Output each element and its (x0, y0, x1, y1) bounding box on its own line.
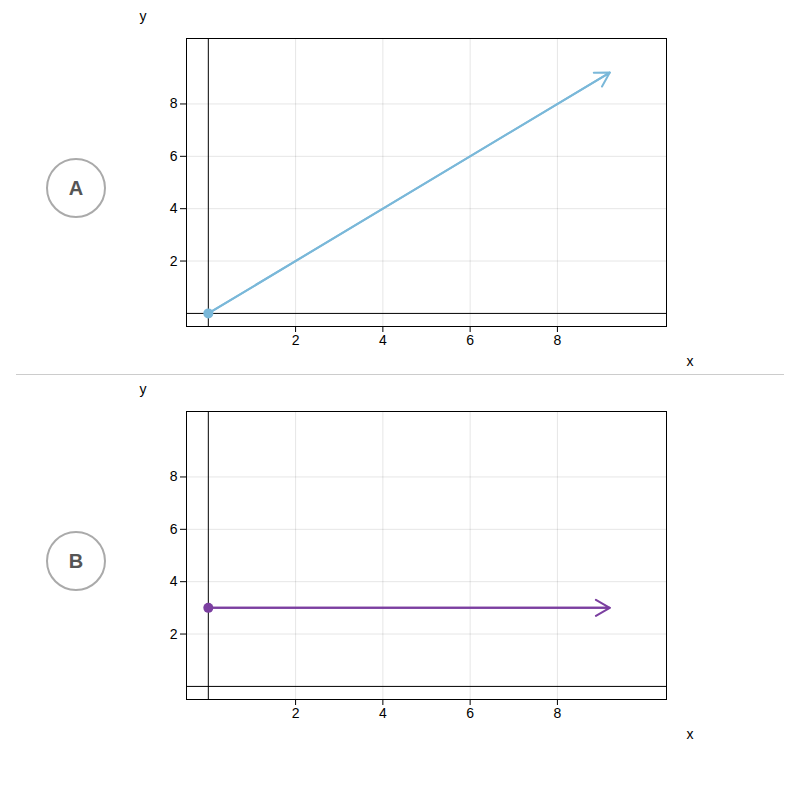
svg-text:4: 4 (379, 705, 387, 721)
svg-text:8: 8 (554, 705, 562, 721)
svg-text:4: 4 (379, 332, 387, 348)
svg-text:8: 8 (170, 468, 178, 484)
svg-text:y: y (140, 381, 147, 397)
svg-text:2: 2 (170, 253, 178, 269)
svg-text:8: 8 (554, 332, 562, 348)
svg-text:4: 4 (170, 200, 178, 216)
svg-text:2: 2 (170, 626, 178, 642)
svg-text:6: 6 (170, 521, 178, 537)
svg-text:6: 6 (170, 148, 178, 164)
html-text:A: A (68, 176, 84, 199)
svg-text:6: 6 (466, 705, 474, 721)
svg-text:2: 2 (292, 332, 300, 348)
svg-text:2: 2 (292, 705, 300, 721)
svg-text:4: 4 (170, 573, 178, 589)
svg-text:y: y (140, 8, 147, 24)
html-text:B: B (68, 549, 84, 572)
svg-text:8: 8 (170, 95, 178, 111)
svg-text:x: x (687, 726, 694, 742)
svg-text:6: 6 (466, 332, 474, 348)
svg-text:x: x (687, 353, 694, 369)
